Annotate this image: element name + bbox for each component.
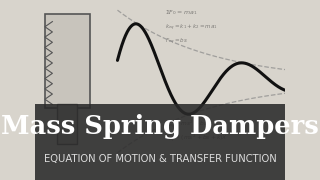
Text: Mass Spring Dampers: Mass Spring Dampers (1, 114, 319, 139)
FancyBboxPatch shape (45, 14, 90, 108)
Text: EQUATION OF MOTION & TRANSFER FUNCTION: EQUATION OF MOTION & TRANSFER FUNCTION (44, 154, 276, 164)
Text: $\Sigma F_0 = ma_1$: $\Sigma F_0 = ma_1$ (165, 8, 197, 17)
Text: $F_{eq} = bs$: $F_{eq} = bs$ (165, 37, 188, 47)
FancyBboxPatch shape (57, 104, 77, 144)
FancyBboxPatch shape (35, 104, 285, 180)
Text: $F_{eq} = (ms^2 + bs + k)X$: $F_{eq} = (ms^2 + bs + k)X$ (165, 133, 228, 145)
Text: $k_{eq} = k_1 + k_2 = ma_1$: $k_{eq} = k_1 + k_2 = ma_1$ (165, 22, 218, 33)
Text: $F_{eq} = ms^2 + bs + k$: $F_{eq} = ms^2 + bs + k$ (165, 119, 220, 130)
